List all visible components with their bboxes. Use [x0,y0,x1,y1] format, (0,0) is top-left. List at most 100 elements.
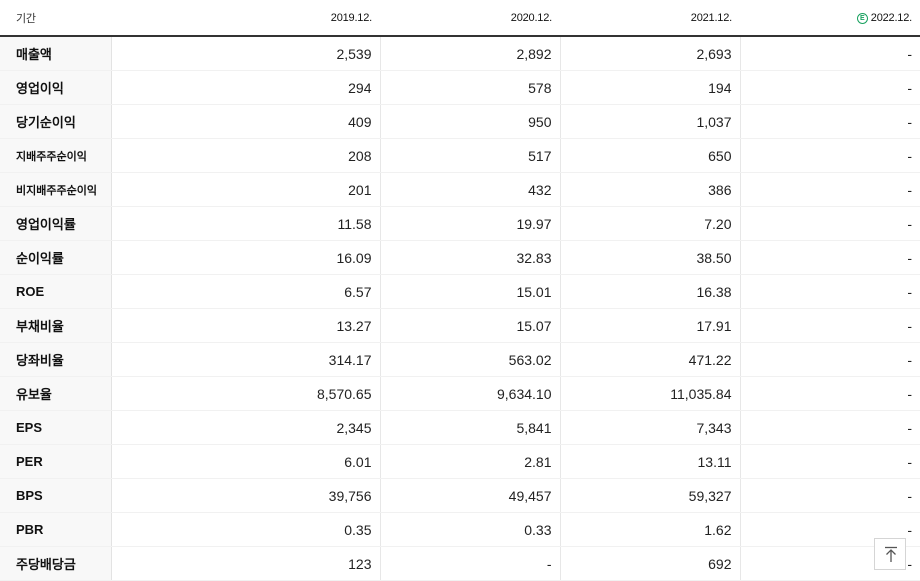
cell-value: 386 [560,172,741,207]
cell-value: 32.83 [380,240,561,275]
table-row: ROE 6.57 15.01 16.38 - [0,274,920,309]
row-label: 비지배주주순이익 [0,172,112,207]
cell-value: - [740,104,920,139]
cell-value: 8,570.65 [111,376,381,411]
cell-value: 6.57 [111,274,381,309]
row-label: 영업이익 [0,70,112,105]
cell-value: - [740,172,920,207]
row-label: 영업이익률 [0,206,112,241]
cell-value: 13.11 [560,444,741,479]
table-row: 당기순이익 409 950 1,037 - [0,104,920,139]
cell-value: - [740,444,920,479]
cell-value: - [740,36,920,71]
table-row: EPS 2,345 5,841 7,343 - [0,410,920,445]
cell-value: - [740,410,920,445]
cell-value: 17.91 [560,308,741,343]
year-header-estimate: E 2022.12. [740,0,920,37]
cell-value: 5,841 [380,410,561,445]
cell-value: 1,037 [560,104,741,139]
cell-value: 19.97 [380,206,561,241]
table-row: 영업이익률 11.58 19.97 7.20 - [0,206,920,241]
cell-value: 692 [560,546,741,581]
cell-value: 38.50 [560,240,741,275]
year-header: 2019.12. [111,0,380,37]
row-label: 주당배당금 [0,546,112,581]
year-header: 2021.12. [560,0,740,37]
row-label: PER [0,444,112,479]
table-row: 유보율 8,570.65 9,634.10 11,035.84 - [0,376,920,411]
row-label: EPS [0,410,112,445]
cell-value: 563.02 [380,342,561,377]
table-row: 부채비율 13.27 15.07 17.91 - [0,308,920,343]
cell-value: - [740,478,920,513]
row-label: 순이익률 [0,240,112,275]
cell-value: - [740,240,920,275]
cell-value: 208 [111,138,381,173]
table-row: 매출액 2,539 2,892 2,693 - [0,36,920,71]
cell-value: - [740,138,920,173]
cell-value: 0.33 [380,512,561,547]
cell-value: - [740,206,920,241]
cell-value: 7,343 [560,410,741,445]
table-row: 순이익률 16.09 32.83 38.50 - [0,240,920,275]
estimate-year-label: 2022.12. [870,11,912,24]
period-header: 기간 [0,0,111,37]
cell-value: 123 [111,546,381,581]
cell-value: 13.27 [111,308,381,343]
cell-value: - [740,342,920,377]
cell-value: 11.58 [111,206,381,241]
cell-value: - [380,546,561,581]
cell-value: 950 [380,104,561,139]
table-row: BPS 39,756 49,457 59,327 - [0,478,920,513]
table-row: 주당배당금 123 - 692 - [0,546,920,581]
cell-value: 201 [111,172,381,207]
arrow-up-to-top-icon [885,546,897,562]
row-label: 부채비율 [0,308,112,343]
table-row: 비지배주주순이익 201 432 386 - [0,172,920,207]
row-label: PBR [0,512,112,547]
cell-value: 194 [560,70,741,105]
cell-value: 2.81 [380,444,561,479]
cell-value: 578 [380,70,561,105]
cell-value: 2,693 [560,36,741,71]
scroll-to-top-button[interactable] [874,538,906,570]
row-label: 당좌비율 [0,342,112,377]
cell-value: 59,327 [560,478,741,513]
cell-value: 294 [111,70,381,105]
cell-value: - [740,376,920,411]
row-label: BPS [0,478,112,513]
estimate-icon: E [856,12,868,24]
cell-value: 517 [380,138,561,173]
row-label: 당기순이익 [0,104,112,139]
cell-value: 409 [111,104,381,139]
cell-value: 39,756 [111,478,381,513]
row-label: 매출액 [0,36,112,71]
cell-value: 432 [380,172,561,207]
table-row: 지배주주순이익 208 517 650 - [0,138,920,173]
cell-value: 6.01 [111,444,381,479]
cell-value: 15.07 [380,308,561,343]
cell-value: 0.35 [111,512,381,547]
cell-value: 314.17 [111,342,381,377]
cell-value: 7.20 [560,206,741,241]
table-row: 영업이익 294 578 194 - [0,70,920,105]
table-row: PER 6.01 2.81 13.11 - [0,444,920,479]
cell-value: 9,634.10 [380,376,561,411]
table-row: 당좌비율 314.17 563.02 471.22 - [0,342,920,377]
row-label: 지배주주순이익 [0,138,112,173]
cell-value: 650 [560,138,741,173]
year-header: 2020.12. [380,0,560,37]
row-label: 유보율 [0,376,112,411]
row-label: ROE [0,274,112,309]
cell-value: 2,345 [111,410,381,445]
cell-value: - [740,308,920,343]
cell-value: 16.09 [111,240,381,275]
cell-value: 11,035.84 [560,376,741,411]
cell-value: 2,539 [111,36,381,71]
cell-value: 49,457 [380,478,561,513]
cell-value: 16.38 [560,274,741,309]
cell-value: - [740,70,920,105]
cell-value: 2,892 [380,36,561,71]
